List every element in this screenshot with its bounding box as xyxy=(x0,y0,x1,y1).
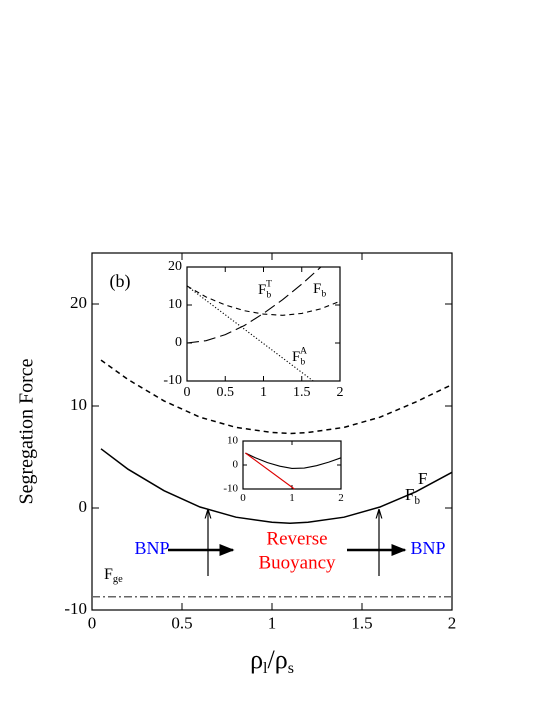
y-axis-label: Segregation Force xyxy=(16,358,38,504)
label-sup: T xyxy=(266,278,272,289)
x-tick-label: 0 xyxy=(184,385,191,400)
series-label: FbA xyxy=(292,345,307,367)
x-tick-label: 2 xyxy=(338,492,344,504)
series-line xyxy=(245,452,295,490)
label-main: F xyxy=(292,349,300,365)
x-label-sub: l xyxy=(263,660,268,677)
series-line xyxy=(186,266,322,344)
series-line xyxy=(245,452,342,469)
x-tick-label: 1 xyxy=(268,613,277,632)
label-main: F xyxy=(104,566,113,583)
x-label-main: /ρ xyxy=(268,645,288,674)
label-sup: A xyxy=(300,345,307,356)
label-main: F xyxy=(313,281,321,297)
y-tick-label: 20 xyxy=(168,259,182,274)
x-tick-label: 1 xyxy=(289,492,295,504)
x-axis-label: ρl/ρs xyxy=(250,645,294,677)
y-tick-label: -10 xyxy=(163,373,182,388)
label-sub: b xyxy=(266,290,271,301)
y-tick-label: 10 xyxy=(227,435,239,447)
y-tick-label: -10 xyxy=(223,483,238,495)
x-tick-label: 0 xyxy=(88,613,97,632)
x-tick-label: 0.5 xyxy=(217,385,235,400)
label-sub: b xyxy=(321,289,326,300)
label-sub: ge xyxy=(113,574,123,585)
annotation: Buoyancy xyxy=(258,552,336,573)
series-label: Fge xyxy=(104,566,123,586)
x-tick-label: 2 xyxy=(337,385,344,400)
label-sub: b xyxy=(414,495,420,507)
y-tick-label: 20 xyxy=(70,293,87,312)
y-tick-label: 0 xyxy=(175,335,182,350)
label-main: F xyxy=(258,282,266,298)
label-sub: b xyxy=(300,357,305,368)
series-line xyxy=(100,448,453,525)
inset-background xyxy=(243,441,341,489)
series-line xyxy=(186,285,314,382)
series-label: Fb xyxy=(313,281,326,299)
annotation: BNP xyxy=(134,538,169,558)
x-tick-label: 1 xyxy=(260,385,267,400)
label-main: F xyxy=(418,469,427,488)
annotation: BNP xyxy=(410,538,445,558)
series-label: FbT xyxy=(258,278,272,300)
x-tick-label: 0 xyxy=(240,492,246,504)
x-label-sub: s xyxy=(288,660,294,677)
inset-background xyxy=(187,267,340,381)
series-line xyxy=(186,285,341,316)
x-tick-label: 1.5 xyxy=(293,385,311,400)
annotation: Reverse xyxy=(266,528,327,549)
x-tick-label: 1.5 xyxy=(351,613,372,632)
x-tick-label: 0.5 xyxy=(171,613,192,632)
y-tick-label: 10 xyxy=(168,297,182,312)
y-tick-label: -10 xyxy=(64,599,87,618)
y-tick-label: 0 xyxy=(79,497,88,516)
series-label: F xyxy=(418,469,427,488)
x-label-main: ρ xyxy=(250,645,263,674)
x-tick-label: 2 xyxy=(448,613,457,632)
y-tick-label: 10 xyxy=(70,395,87,414)
annotation: (b) xyxy=(110,271,131,292)
y-tick-label: 0 xyxy=(233,459,239,471)
